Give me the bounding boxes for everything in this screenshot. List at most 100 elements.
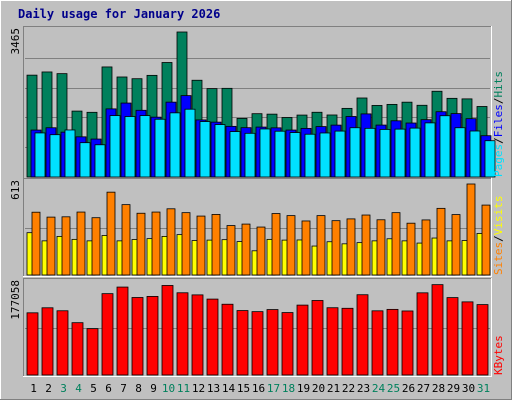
panel-hits-files-pages-bar-pages-day-13 — [214, 124, 226, 178]
panel-hits-files-pages-ymax-label: 3465 — [9, 28, 22, 55]
panel-visits-sites-bar-sites-day-14 — [226, 225, 236, 276]
day-label-11: 11 — [177, 382, 190, 395]
panel-visits-sites-bar-sites-day-13 — [211, 214, 221, 276]
panel-hits-files-pages-legend-part: / — [492, 137, 505, 144]
panel-visits-sites-bar-sites-day-23 — [361, 214, 371, 276]
panel-kbytes-legend: KBytes — [492, 335, 505, 375]
panel-hits-files-pages-legend-part: Files — [492, 104, 505, 137]
panel-hits-files-pages-legend-part: / — [492, 98, 505, 105]
panel-visits-sites-legend: Sites/Visits — [492, 196, 505, 276]
panel-hits-files-pages-legend-part: Pages — [492, 144, 505, 177]
day-label-10: 10 — [162, 382, 175, 395]
panel-hits-files-pages-bar-pages-day-4 — [79, 142, 91, 178]
panel-kbytes-bar-kbytes-day-16 — [251, 311, 264, 376]
panel-kbytes-bar-kbytes-day-19 — [296, 304, 309, 376]
panel-hits-files-pages-bar-pages-day-10 — [169, 112, 181, 178]
panel-hits-files-pages-bar-pages-day-2 — [49, 134, 61, 178]
panel-kbytes-bar-kbytes-day-29 — [446, 297, 459, 376]
panel-hits-files-pages-bar-pages-day-15 — [244, 132, 256, 178]
day-label-8: 8 — [135, 382, 142, 395]
panel-hits-files-pages-bar-pages-day-12 — [199, 121, 211, 178]
panel-visits-sites-ymax-label: 613 — [9, 180, 22, 200]
panel-kbytes-bar-kbytes-day-27 — [416, 292, 429, 376]
panel-visits-sites-legend-part: / — [492, 235, 505, 242]
panel-visits-sites-bar-sites-day-31 — [481, 204, 491, 276]
panel-hits-files-pages-bar-pages-day-20 — [319, 132, 331, 178]
panel-hits-files-pages-bar-pages-day-18 — [289, 132, 301, 178]
panel-visits-sites-legend-part: Visits — [492, 196, 505, 236]
panel-visits-sites-legend-part: Sites — [492, 242, 505, 275]
panel-hits-files-pages-bar-pages-day-19 — [304, 133, 316, 178]
panel-kbytes-bar-kbytes-day-18 — [281, 312, 294, 376]
panel-hits-files-pages-bar-pages-day-25 — [394, 128, 406, 178]
day-label-27: 27 — [417, 382, 430, 395]
panel-kbytes-bar-kbytes-day-12 — [191, 294, 204, 376]
panel-hits-files-pages-bar-pages-day-22 — [349, 127, 361, 178]
panel-visits-sites-bar-sites-day-17 — [271, 213, 281, 276]
panel-visits-sites-bar-sites-day-1 — [31, 211, 41, 276]
day-label-16: 16 — [252, 382, 265, 395]
day-label-15: 15 — [237, 382, 250, 395]
panel-visits-sites-bar-sites-day-25 — [391, 212, 401, 276]
panel-visits-sites-bar-sites-day-4 — [76, 211, 86, 276]
panel-kbytes-bar-kbytes-day-2 — [41, 307, 54, 376]
day-label-24: 24 — [372, 382, 386, 395]
day-label-17: 17 — [267, 382, 280, 395]
panel-visits-sites-bar-sites-day-21 — [331, 220, 341, 276]
panel-kbytes-bar-kbytes-day-14 — [221, 303, 234, 376]
panel-visits-sites-bar-sites-day-20 — [316, 215, 326, 276]
panel-kbytes-legend-part: KBytes — [492, 335, 505, 375]
chart-title: Daily usage for January 2026 — [18, 7, 220, 21]
panel-visits-sites-bar-sites-day-3 — [61, 216, 71, 276]
panel-hits-files-pages-bar-pages-day-3 — [64, 129, 76, 178]
day-label-21: 21 — [327, 382, 340, 395]
panel-kbytes-bar-kbytes-day-11 — [176, 292, 189, 376]
panel-visits-sites-bar-sites-day-30 — [466, 183, 476, 276]
day-label-20: 20 — [312, 382, 325, 395]
panel-hits-files-pages-bar-pages-day-30 — [469, 130, 481, 178]
panel-kbytes-bar-kbytes-day-23 — [356, 294, 369, 376]
panel-hits-files-pages-bar-pages-day-5 — [94, 144, 106, 178]
panel-kbytes-bar-kbytes-day-5 — [86, 328, 99, 376]
day-label-5: 5 — [90, 382, 97, 395]
panel-hits-files-pages-bar-pages-day-11 — [184, 108, 196, 178]
day-label-13: 13 — [207, 382, 220, 395]
panel-visits-sites-bar-sites-day-6 — [106, 191, 116, 276]
x-axis-day-labels: 1 2 3 4 5 6 7 8 9 10 11 12 13 14 15 16 17 18 19 20 21 22 23 24 2… — [30, 382, 490, 395]
panel-hits-files-pages-bar-pages-day-7 — [124, 116, 136, 178]
panel-visits-sites-bar-sites-day-18 — [286, 215, 296, 276]
day-label-12: 12 — [192, 382, 205, 395]
panel-visits-sites-bar-sites-day-12 — [196, 215, 206, 276]
day-label-6: 6 — [105, 382, 112, 395]
day-label-26: 26 — [402, 382, 415, 395]
panel-visits-sites-bar-sites-day-24 — [376, 219, 386, 276]
panel-kbytes-bar-kbytes-day-28 — [431, 284, 444, 376]
panel-kbytes-bar-kbytes-day-8 — [131, 297, 144, 376]
day-label-1: 1 — [30, 382, 37, 395]
panel-visits-sites-bar-sites-day-22 — [346, 218, 356, 276]
panel-kbytes-bar-kbytes-day-13 — [206, 298, 219, 376]
day-label-14: 14 — [222, 382, 236, 395]
day-label-25: 25 — [387, 382, 400, 395]
chart-panels: 3465Pages/Files/Hits613Sites/Visits17705… — [9, 26, 505, 377]
panel-hits-files-pages-bar-pages-day-16 — [259, 128, 271, 178]
day-label-28: 28 — [432, 382, 445, 395]
panel-kbytes-bar-kbytes-day-3 — [56, 310, 69, 376]
panel-hits-files-pages-legend-part: Hits — [492, 71, 505, 98]
panel-kbytes-bar-kbytes-day-25 — [386, 308, 399, 376]
panel-hits-files-pages-bar-pages-day-31 — [484, 140, 496, 178]
panel-visits-sites-bar-sites-day-26 — [406, 222, 416, 276]
day-label-2: 2 — [45, 382, 52, 395]
panel-kbytes-bar-kbytes-day-17 — [266, 309, 279, 376]
panel-kbytes-bar-kbytes-day-6 — [101, 293, 114, 376]
panel-visits-sites-bar-sites-day-27 — [421, 219, 431, 276]
panel-visits-sites-bar-sites-day-28 — [436, 207, 446, 276]
panel-hits-files-pages-bar-pages-day-17 — [274, 130, 286, 178]
day-label-22: 22 — [342, 382, 355, 395]
panel-hits-files-pages-bar-pages-day-8 — [139, 115, 151, 178]
panel-hits-files-pages-bar-pages-day-29 — [454, 127, 466, 178]
panel-hits-files-pages-bar-pages-day-21 — [334, 130, 346, 178]
panel-hits-files-pages-bar-pages-day-27 — [424, 122, 436, 178]
day-label-18: 18 — [282, 382, 295, 395]
